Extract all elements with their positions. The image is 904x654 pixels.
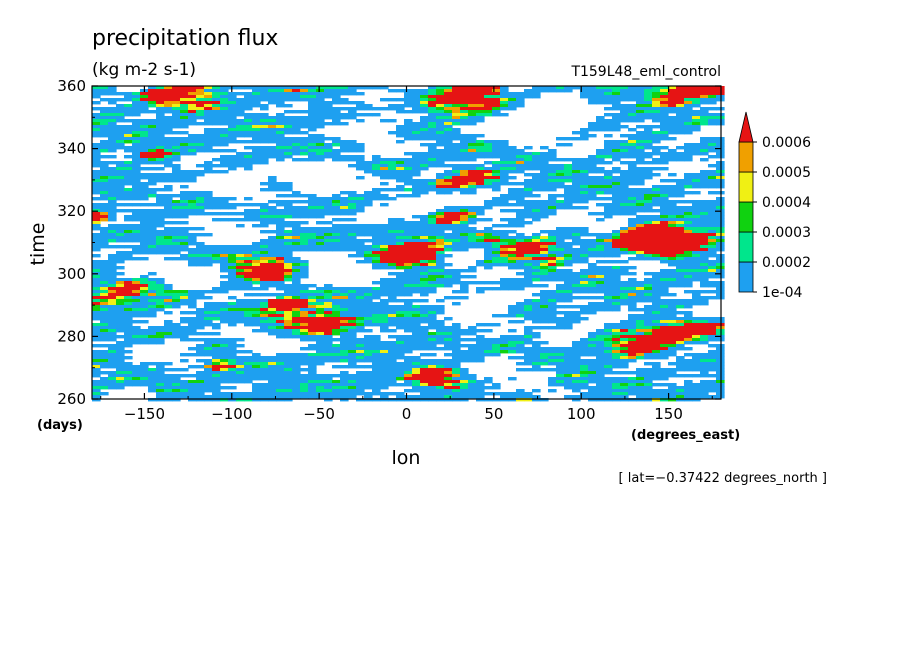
y-axis-label: time	[27, 223, 49, 266]
x-axis-units: (degrees_east)	[631, 428, 740, 443]
colorbar-segment	[738, 141, 754, 173]
colorbar-label: 0.0004	[762, 195, 811, 211]
colorbar-label: 0.0003	[762, 225, 811, 241]
latitude-annotation: [ lat=−0.37422 degrees_north ]	[619, 471, 827, 486]
colorbar-segment	[738, 171, 754, 203]
colorbar-label: 0.0002	[762, 255, 811, 271]
x-tick-label: −50	[303, 405, 335, 423]
x-tick-label: 150	[654, 405, 683, 423]
y-tick-label: 340	[57, 140, 86, 158]
colorbar-segment	[738, 201, 754, 233]
colorbar-label: 0.0005	[762, 165, 811, 181]
chart-subtitle: (kg m-2 s-1)	[92, 60, 196, 80]
x-tick-label: −150	[124, 405, 165, 423]
colorbar-segment	[738, 261, 754, 293]
x-axis-label: lon	[392, 447, 421, 469]
precipitation-field	[92, 86, 725, 402]
x-tick-label: 100	[567, 405, 596, 423]
x-tick-label: 50	[484, 405, 503, 423]
chart-title: precipitation flux	[92, 26, 278, 51]
colorbar-segment	[738, 231, 754, 263]
colorbar-extend-triangle	[738, 111, 754, 143]
y-tick-label: 360	[57, 77, 86, 95]
x-tick-label: 0	[402, 405, 412, 423]
run-label: T159L48_eml_control	[570, 64, 721, 80]
y-axis-ticks: 260 280 300 320 340 360	[57, 77, 721, 408]
colorbar-label: 1e-04	[762, 285, 802, 301]
colorbar: 1e-04 0.0002 0.0003 0.0004 0.0005 0.0006	[738, 111, 811, 301]
y-tick-label: 300	[57, 265, 86, 283]
y-tick-label: 260	[57, 390, 86, 408]
x-tick-label: −100	[211, 405, 252, 423]
y-tick-label: 280	[57, 327, 86, 345]
x-axis-ticks: −150 −100 −50 0 50 100 150	[100, 86, 713, 423]
y-axis-units: (days)	[37, 418, 83, 433]
colorbar-label: 0.0006	[762, 135, 811, 151]
plot-area: −150 −100 −50 0 50 100 150 260 280 300 320 340 360	[57, 77, 725, 423]
y-tick-label: 320	[57, 202, 86, 220]
